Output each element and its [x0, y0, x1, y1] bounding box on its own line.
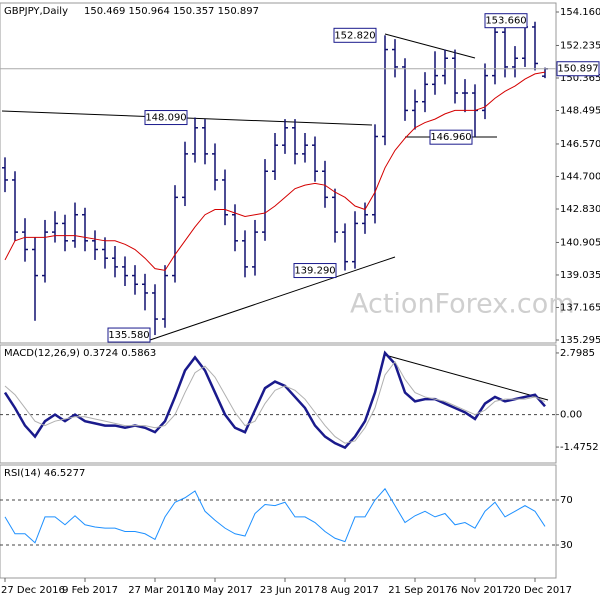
annotation-label: 150.897: [557, 64, 598, 75]
y-tick-label: 148.495: [560, 105, 600, 116]
x-tick-label: 27 Dec 2016: [1, 585, 65, 596]
y-tick-label: 152.235: [560, 40, 600, 51]
x-tick-label: 6 Nov 2017: [451, 585, 509, 596]
moving-average: [4, 71, 546, 271]
y-tick-label: 137.165: [560, 302, 600, 313]
macd-title: MACD(12,26,9) 0.3724 0.5863: [4, 348, 156, 359]
price-panel: [0, 2, 557, 344]
y-tick-label: 135.295: [560, 335, 600, 346]
annotation-box: [293, 263, 337, 279]
annotation-box: [333, 27, 377, 43]
series-line: [3, 350, 546, 450]
y-tick-label: 146.570: [560, 139, 600, 150]
macd-panel: [0, 344, 557, 464]
y-tick-label: 150.365: [560, 73, 600, 84]
annotation-label: 139.290: [294, 266, 335, 277]
y-tick-label: 144.700: [560, 171, 600, 182]
annotation-label: 135.580: [108, 330, 149, 341]
trend-line: [149, 256, 396, 341]
x-tick-label: 27 Mar 2017: [128, 585, 191, 596]
last-ohlc: 150.469 150.964 150.357 150.897: [84, 6, 259, 17]
x-tick-label: 20 Dec 2017: [508, 585, 572, 596]
annotation-label: 152.820: [334, 30, 375, 41]
y-tick-label: 154.160: [560, 7, 600, 18]
watermark: ActionForex.com: [350, 289, 575, 320]
x-tick-label: 8 Aug 2017: [321, 585, 379, 596]
x-tick-label: 23 Jun 2017: [260, 585, 320, 596]
x-tick-label: 9 Feb 2017: [62, 585, 118, 596]
y-tick-label: 140.905: [560, 237, 600, 248]
chart-title: GBPJPY,Daily: [4, 6, 68, 17]
trend-line: [384, 33, 476, 59]
annotation-label: 148.090: [145, 113, 186, 124]
annotation-label: 146.960: [430, 132, 471, 143]
annotation-label: 153.660: [485, 16, 526, 27]
annotation-box: [107, 327, 151, 343]
x-tick-label: 21 Sep 2017: [388, 585, 451, 596]
x-tick-label: 10 May 2017: [187, 585, 252, 596]
y-tick-label: 142.830: [560, 204, 600, 215]
annotation-box: [484, 13, 528, 29]
series-line: [4, 487, 546, 544]
rsi-panel: [0, 464, 557, 579]
y-tick-label: 70: [560, 495, 573, 506]
annotation-box: [556, 61, 600, 77]
y-tick-label: -1.4752: [560, 442, 599, 453]
y-tick-label: 30: [560, 540, 573, 551]
y-tick-label: 139.035: [560, 270, 600, 281]
series-line: [4, 360, 546, 444]
y-tick-label: 0.00: [560, 410, 582, 421]
y-tick-label: 2.7985: [560, 348, 595, 359]
annotation-box: [144, 110, 188, 126]
trend-line: [384, 354, 549, 401]
rsi-title: RSI(14) 46.5277: [4, 468, 85, 479]
annotation-box: [429, 129, 473, 145]
